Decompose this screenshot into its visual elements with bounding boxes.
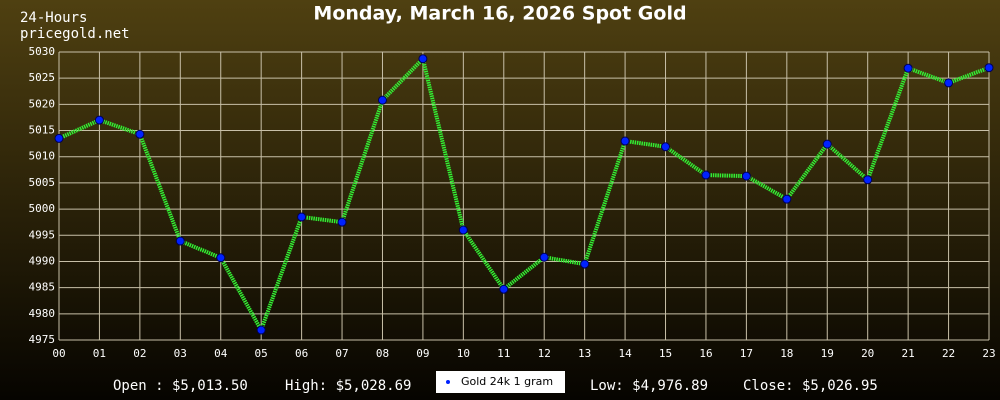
x-tick-label: 04 bbox=[214, 347, 228, 360]
point bbox=[458, 225, 468, 235]
x-tick-label: 05 bbox=[255, 347, 268, 360]
high-stat: High: $5,028.69 bbox=[285, 378, 411, 394]
point bbox=[944, 78, 954, 88]
point bbox=[297, 212, 307, 222]
y-tick-label: 4975 bbox=[29, 333, 56, 346]
point bbox=[337, 217, 347, 227]
point bbox=[94, 115, 104, 125]
x-tick-label: 07 bbox=[335, 347, 348, 360]
y-tick-label: 4980 bbox=[29, 307, 56, 320]
close-stat: Close: $5,026.95 bbox=[743, 378, 878, 394]
y-tick-label: 5020 bbox=[29, 97, 56, 110]
x-tick-label: 16 bbox=[699, 347, 712, 360]
chart-title: Monday, March 16, 2026 Spot Gold bbox=[313, 3, 686, 25]
point bbox=[418, 54, 428, 64]
point bbox=[984, 63, 994, 73]
point bbox=[661, 142, 671, 152]
x-tick-label: 08 bbox=[376, 347, 389, 360]
x-tick-label: 21 bbox=[902, 347, 915, 360]
x-tick-label: 20 bbox=[861, 347, 874, 360]
x-tick-label: 19 bbox=[821, 347, 834, 360]
corner-text: pricegold.net bbox=[20, 26, 130, 42]
corner-text: 24-Hours bbox=[20, 10, 87, 26]
point bbox=[256, 325, 266, 335]
x-tick-label: 00 bbox=[52, 347, 65, 360]
y-tick-label: 5030 bbox=[29, 45, 56, 58]
y-tick-label: 4985 bbox=[29, 281, 56, 294]
y-tick-label: 4995 bbox=[29, 228, 56, 241]
line bbox=[58, 54, 990, 335]
y-tick-label: 5005 bbox=[29, 176, 56, 189]
point bbox=[620, 136, 630, 146]
point bbox=[903, 63, 913, 73]
x-tick-label: 09 bbox=[416, 347, 429, 360]
y-tick-label: 5015 bbox=[29, 124, 56, 137]
point bbox=[539, 252, 549, 262]
point bbox=[377, 95, 387, 105]
x-tick-label: 14 bbox=[618, 347, 632, 360]
x-tick-label: 03 bbox=[174, 347, 187, 360]
x-tick-label: 15 bbox=[659, 347, 672, 360]
point bbox=[135, 129, 145, 139]
open-stat: Open : $5,013.50 bbox=[113, 378, 248, 394]
point bbox=[822, 139, 832, 149]
point bbox=[216, 253, 226, 263]
x-tick-label: 13 bbox=[578, 347, 591, 360]
point bbox=[863, 175, 873, 185]
point bbox=[499, 284, 509, 294]
point bbox=[54, 133, 64, 143]
legend-box bbox=[436, 371, 565, 393]
point bbox=[175, 236, 185, 246]
low-stat: Low: $4,976.89 bbox=[590, 378, 708, 394]
point bbox=[782, 194, 792, 204]
x-tick-label: 02 bbox=[133, 347, 146, 360]
x-tick-label: 11 bbox=[497, 347, 510, 360]
x-tick-label: 18 bbox=[780, 347, 793, 360]
x-tick-label: 01 bbox=[93, 347, 106, 360]
x-tick-label: 17 bbox=[740, 347, 753, 360]
legend-label: Gold 24k 1 gram bbox=[461, 375, 553, 388]
x-tick-label: 23 bbox=[982, 347, 995, 360]
point bbox=[701, 170, 711, 180]
x-tick-label: 12 bbox=[538, 347, 551, 360]
y-tick-label: 5000 bbox=[29, 202, 56, 215]
y-tick-label: 5025 bbox=[29, 71, 56, 84]
y-tick-label: 4990 bbox=[29, 254, 56, 267]
point bbox=[580, 259, 590, 269]
legend: Gold 24k 1 gram bbox=[436, 371, 565, 393]
x-tick-label: 22 bbox=[942, 347, 955, 360]
legend-marker bbox=[446, 380, 450, 384]
y-tick-label: 5010 bbox=[29, 150, 56, 163]
point bbox=[741, 171, 751, 181]
x-tick-label: 10 bbox=[457, 347, 470, 360]
x-tick-label: 06 bbox=[295, 347, 308, 360]
